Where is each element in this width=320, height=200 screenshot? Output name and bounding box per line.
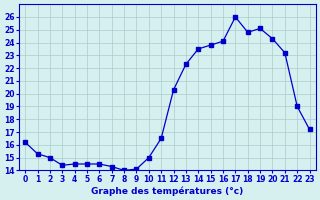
X-axis label: Graphe des températures (°c): Graphe des températures (°c) (91, 186, 244, 196)
